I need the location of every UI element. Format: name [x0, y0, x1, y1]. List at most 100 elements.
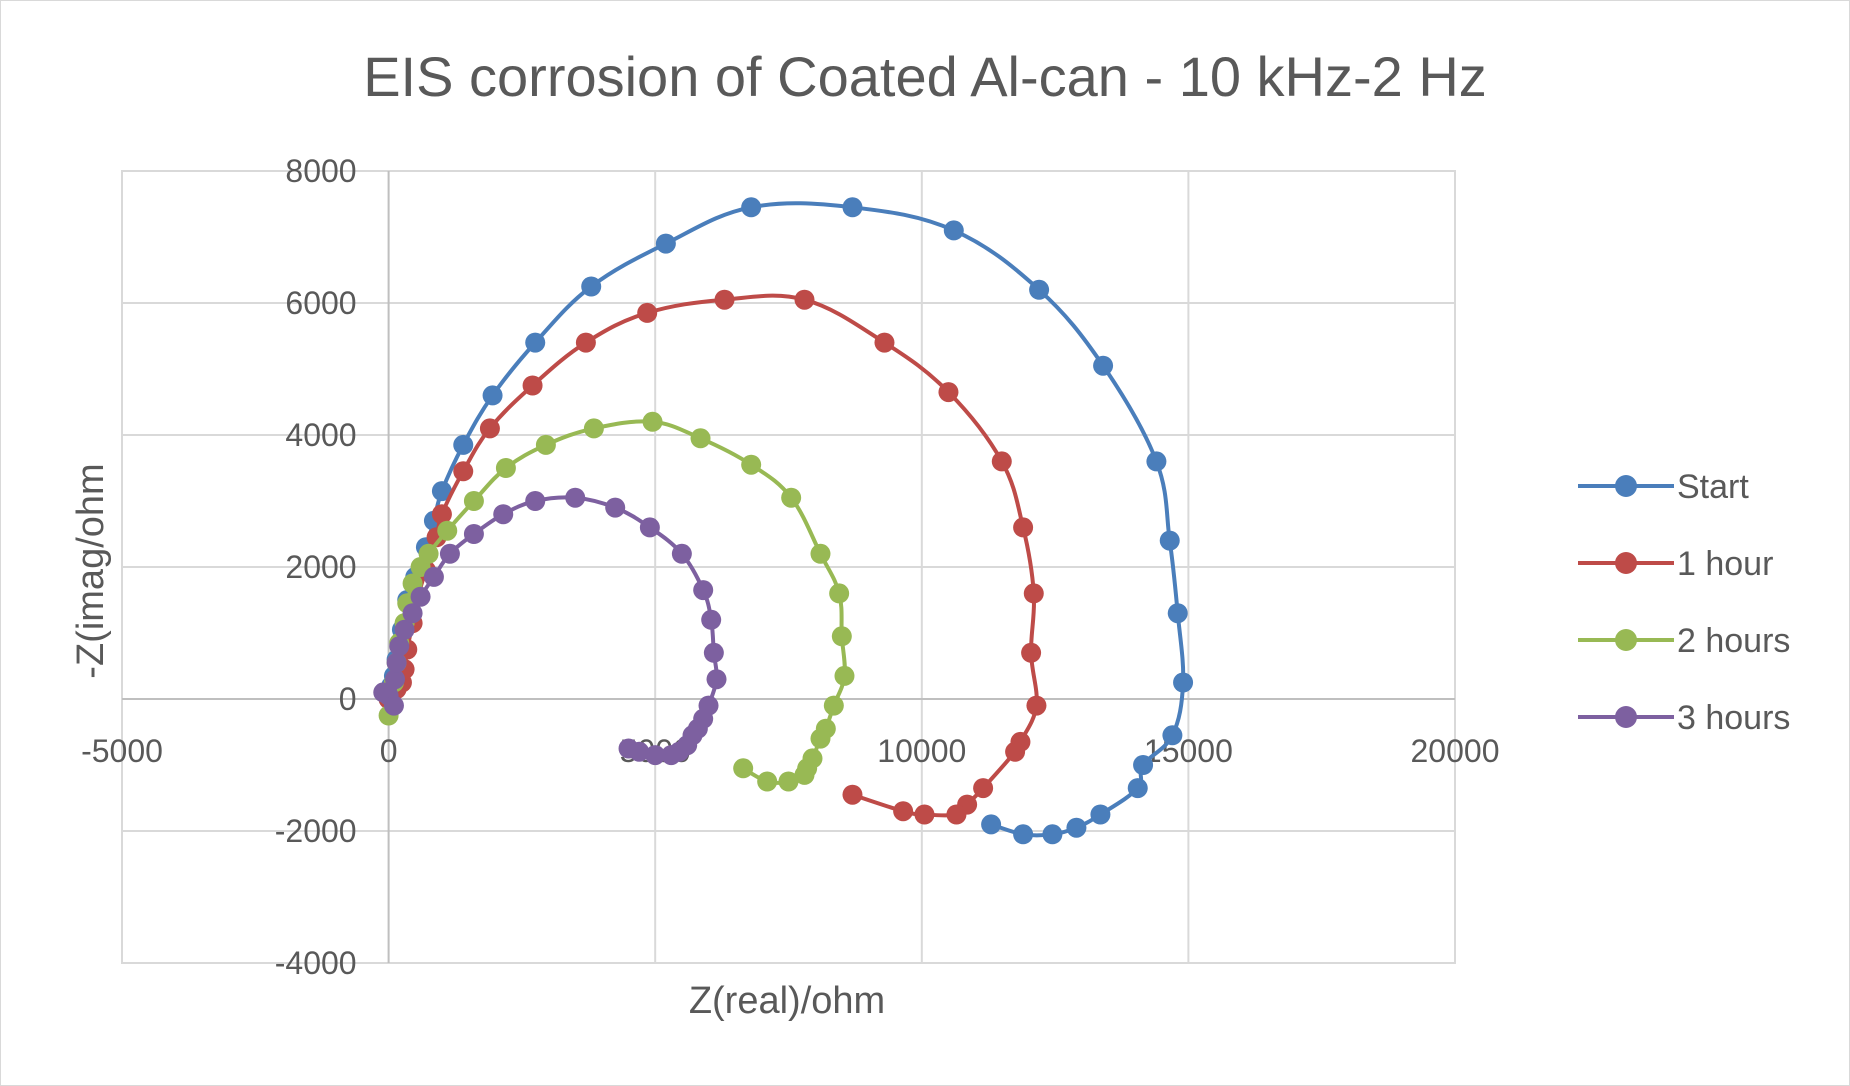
data-point-2-hours — [495, 458, 516, 478]
series-3-hours — [373, 487, 727, 766]
data-point-1-hour — [1005, 741, 1026, 762]
data-point-3-hours — [645, 745, 666, 766]
x-tick-label: 0 — [380, 733, 398, 769]
data-point-2-hours — [781, 487, 802, 508]
y-tick-label: 2000 — [285, 549, 356, 585]
data-point-start — [453, 434, 474, 455]
tick-layer: -500005000100001500020000-4000-200002000… — [81, 153, 1499, 981]
data-point-3-hours — [525, 491, 546, 511]
data-point-start — [431, 481, 452, 502]
data-point-1-hour — [479, 418, 500, 439]
data-point-2-hours — [810, 728, 831, 749]
data-point-start — [943, 220, 964, 241]
data-point-start — [1167, 603, 1188, 624]
data-point-3-hours — [618, 738, 639, 759]
legend-marker-start — [1615, 475, 1637, 497]
series-layer — [373, 197, 1194, 845]
data-point-1-hour — [1013, 517, 1034, 538]
data-point-2-hours — [757, 771, 778, 792]
data-point-start — [655, 233, 676, 254]
data-point-start — [1042, 824, 1063, 845]
legend-item-2-hours: 2 hours — [1578, 622, 1790, 660]
data-point-start — [525, 332, 546, 353]
data-point-2-hours — [829, 583, 850, 604]
legend-label-2-hours: 2 hours — [1677, 622, 1790, 660]
x-axis-title: Z(real)/ohm — [689, 980, 885, 1022]
data-point-1-hour — [874, 332, 895, 353]
data-point-start — [581, 276, 602, 297]
data-point-2-hours — [418, 543, 439, 564]
data-point-2-hours — [741, 454, 762, 475]
chart-title: EIS corrosion of Coated Al-can - 10 kHz-… — [363, 45, 1487, 108]
data-point-1-hour — [431, 504, 452, 525]
legend-item-start: Start — [1578, 468, 1749, 506]
data-point-2-hours — [535, 434, 556, 455]
data-point-start — [1162, 725, 1183, 746]
data-point-3-hours — [386, 652, 407, 673]
data-point-1-hour — [1021, 642, 1042, 663]
data-point-2-hours — [437, 520, 458, 541]
data-point-start — [981, 814, 1002, 835]
data-point-2-hours — [794, 764, 815, 785]
data-point-2-hours — [733, 758, 754, 779]
data-point-3-hours — [493, 504, 514, 525]
data-point-1-hour — [1023, 583, 1044, 604]
data-point-1-hour — [1026, 695, 1047, 716]
data-point-3-hours — [639, 517, 660, 538]
data-point-start — [741, 197, 762, 218]
data-point-1-hour — [973, 778, 994, 799]
data-point-2-hours — [834, 665, 855, 686]
data-point-1-hour — [637, 302, 658, 323]
data-point-1-hour — [946, 804, 967, 825]
y-tick-label: 0 — [339, 681, 357, 717]
y-tick-label: -2000 — [275, 813, 357, 849]
data-point-2-hours — [823, 695, 844, 716]
data-point-1-hour — [714, 289, 735, 310]
x-tick-label: 20000 — [1411, 733, 1500, 769]
data-point-1-hour — [522, 375, 543, 396]
data-point-3-hours — [439, 543, 460, 564]
x-tick-label: -5000 — [81, 733, 163, 769]
data-point-3-hours — [706, 669, 727, 690]
legend-label-1-hour: 1 hour — [1677, 545, 1773, 583]
data-point-2-hours — [810, 543, 831, 564]
data-point-start — [842, 197, 863, 218]
data-point-3-hours — [463, 524, 484, 544]
data-point-start — [1066, 817, 1087, 838]
data-point-1-hour — [893, 801, 914, 822]
axis-layer — [122, 171, 1455, 963]
data-point-2-hours — [463, 491, 484, 511]
data-point-start — [1133, 755, 1154, 775]
y-tick-label: 6000 — [285, 285, 356, 321]
data-point-3-hours — [389, 636, 410, 657]
data-point-3-hours — [402, 603, 423, 624]
data-point-start — [1090, 804, 1111, 825]
data-point-3-hours — [383, 695, 404, 716]
legend-label-3-hours: 3 hours — [1677, 699, 1790, 737]
data-point-1-hour — [914, 804, 935, 825]
legend-item-1-hour: 1 hour — [1578, 545, 1773, 583]
grid-layer — [121, 170, 1456, 964]
data-point-1-hour — [938, 382, 959, 403]
legend-marker-1-hour — [1615, 552, 1637, 574]
legend-item-3-hours: 3 hours — [1578, 699, 1790, 737]
data-point-2-hours — [583, 418, 604, 439]
data-point-start — [1146, 451, 1167, 472]
data-point-3-hours — [384, 669, 405, 690]
data-point-3-hours — [671, 543, 692, 564]
data-point-3-hours — [701, 609, 722, 630]
data-point-3-hours — [394, 619, 415, 640]
data-point-1-hour — [575, 332, 596, 353]
series-2-hours — [378, 411, 855, 792]
data-point-2-hours — [690, 428, 711, 449]
legend-marker-2-hours — [1615, 629, 1637, 651]
data-point-start — [1127, 778, 1148, 799]
data-point-start — [1093, 355, 1114, 376]
data-point-1-hour — [842, 784, 863, 805]
y-axis-title: -Z(imag/ohm — [70, 463, 112, 678]
data-point-3-hours — [661, 745, 682, 766]
legend: Start 1 hour 2 hours 3 hours — [1578, 468, 1790, 737]
data-point-3-hours — [565, 487, 586, 508]
